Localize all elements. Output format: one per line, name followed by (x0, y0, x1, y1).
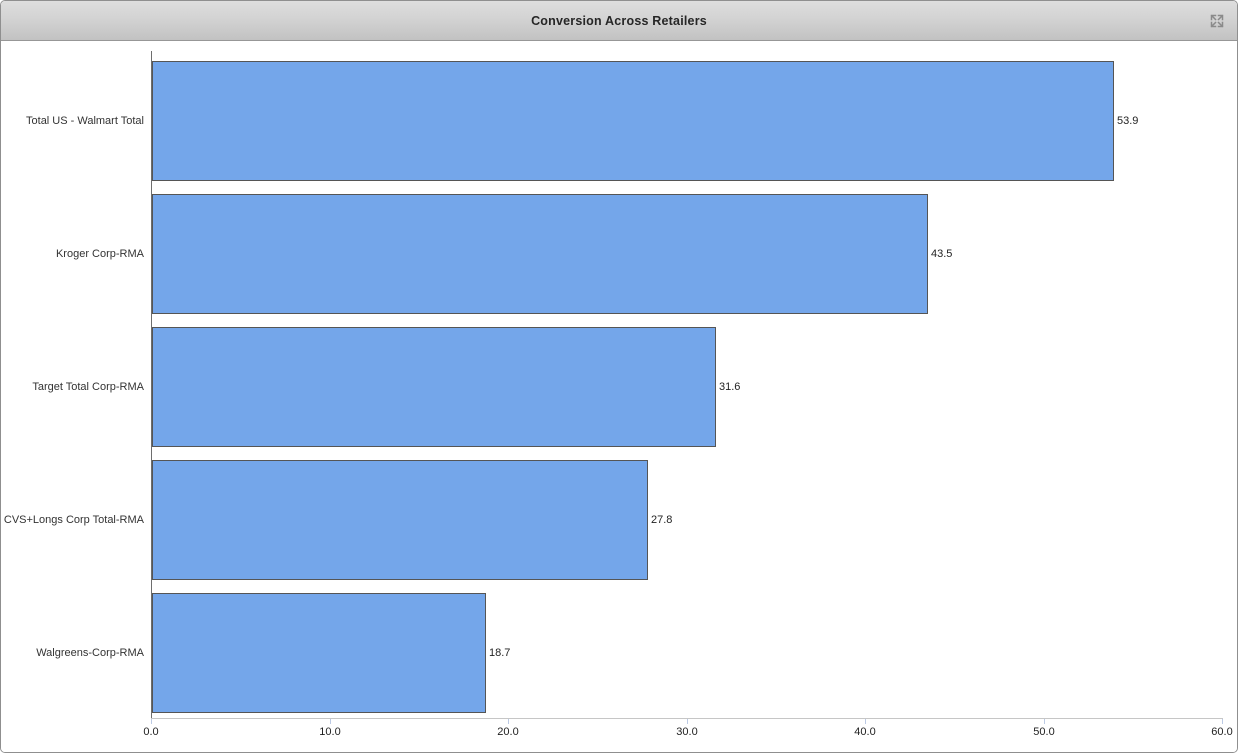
x-axis-tick-label: 40.0 (854, 726, 876, 738)
bar (152, 61, 1114, 181)
category-label: Total US - Walmart Total (26, 115, 144, 127)
category-label: Kroger Corp-RMA (55, 248, 144, 260)
chart-canvas: Total US - Walmart Total 53.9 Kroger Corp-… (1, 41, 1237, 752)
x-axis-tick (1222, 719, 1223, 724)
category-label: Walgreens-Corp-RMA (36, 647, 144, 659)
bar (152, 460, 648, 580)
maximize-icon[interactable] (1208, 12, 1226, 30)
x-axis-tick-label: 30.0 (676, 726, 698, 738)
x-axis-tick-label: 10.0 (319, 726, 341, 738)
bar (152, 327, 716, 447)
x-axis-tick-label: 60.0 (1211, 726, 1233, 738)
x-axis-tick-label: 50.0 (1033, 726, 1055, 738)
category-label: CVS+Longs Corp Total-RMA (3, 514, 144, 526)
x-axis-tick (865, 719, 866, 724)
value-label: 31.6 (719, 381, 741, 393)
chart-titlebar: Conversion Across Retailers (1, 1, 1237, 41)
value-label: 18.7 (489, 647, 511, 659)
x-axis-tick-label: 20.0 (497, 726, 519, 738)
x-axis-tick (1044, 719, 1045, 724)
x-axis-line (151, 718, 1223, 719)
value-label: 53.9 (1117, 115, 1139, 127)
x-axis-tick (330, 719, 331, 724)
x-axis-tick (151, 719, 152, 724)
x-axis-tick (687, 719, 688, 724)
value-label: 27.8 (651, 514, 673, 526)
bar (152, 194, 928, 314)
y-axis-line (151, 51, 152, 719)
x-axis-tick (508, 719, 509, 724)
value-label: 43.5 (931, 248, 953, 260)
x-axis-tick-label: 0.0 (143, 726, 159, 738)
category-label: Target Total Corp-RMA (32, 381, 144, 393)
chart-title: Conversion Across Retailers (531, 13, 707, 28)
bar (152, 593, 486, 713)
